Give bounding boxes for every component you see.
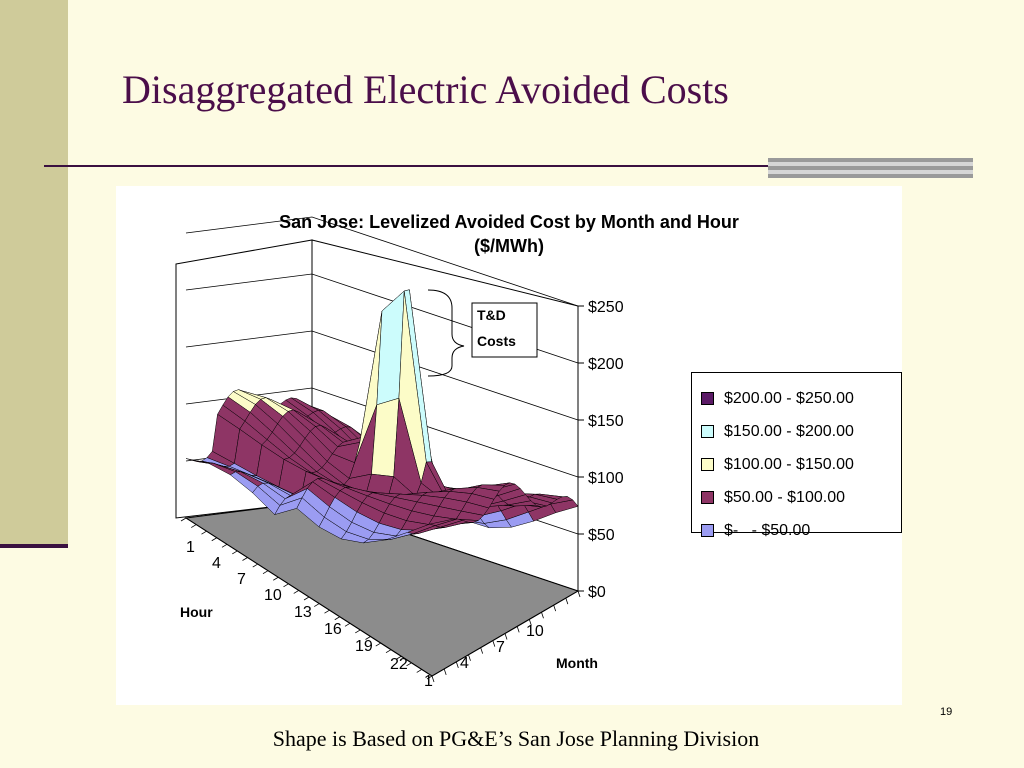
- legend-label: $150.00 - $200.00: [724, 422, 854, 440]
- chart-title-line2: ($/MWh): [474, 236, 544, 256]
- surface-chart: T&D Costs $0$50$100$150$200$250 14710131…: [175, 216, 624, 690]
- month-tick-label: 7: [496, 639, 505, 656]
- legend-item: $100.00 - $150.00: [701, 448, 901, 481]
- legend-swatch: [701, 458, 714, 471]
- legend-swatch: [701, 425, 714, 438]
- hour-tick-label: 10: [264, 587, 282, 604]
- legend-swatch: [701, 392, 714, 405]
- left-decor-bar-edge: [0, 544, 68, 548]
- legend-label: $50.00 - $100.00: [724, 488, 845, 506]
- z-tick-label: $150: [588, 413, 624, 430]
- annotation-label-line1: T&D: [477, 307, 506, 323]
- hour-tick-label: 16: [324, 621, 342, 638]
- hour-axis-ticks: 147 10 13 16 19 22: [180, 517, 433, 680]
- legend-swatch: [701, 491, 714, 504]
- chart-title-line1: San Jose: Levelized Avoided Cost by Mont…: [279, 212, 739, 232]
- legend-swatch: [701, 524, 714, 537]
- chart-title: San Jose: Levelized Avoided Cost by Mont…: [116, 210, 902, 258]
- annotation-label-line2: Costs: [477, 333, 516, 349]
- hour-tick-label: 1: [186, 539, 195, 556]
- z-tick-label: $0: [588, 584, 606, 601]
- month-tick-label: 1: [424, 673, 433, 690]
- month-axis-label: Month: [556, 655, 598, 671]
- left-decor-bar: [0, 0, 68, 548]
- hour-tick-label: 19: [355, 638, 373, 655]
- surface-mesh: [185, 289, 579, 544]
- chart-panel: T&D Costs $0 $50 $100 $150 $200 $250 1 4 7 10 13 1…: [116, 186, 902, 705]
- chart-legend: $200.00 - $250.00 $150.00 - $200.00 $100…: [691, 372, 902, 539]
- z-tick-label: $50: [588, 527, 615, 544]
- legend-item: $50.00 - $100.00: [701, 481, 901, 514]
- z-tick-label: $250: [588, 299, 624, 316]
- legend-label: $100.00 - $150.00: [724, 455, 854, 473]
- month-tick-label: 10: [526, 623, 544, 640]
- slide-footer: Shape is Based on PG&E’s San Jose Planni…: [272, 726, 760, 751]
- hour-tick-label: 22: [390, 656, 408, 673]
- hour-axis-label: Hour: [180, 604, 213, 620]
- legend-item: $- - $50.00: [701, 514, 901, 547]
- legend-item: $200.00 - $250.00: [701, 382, 901, 415]
- annotation-box: [471, 302, 538, 358]
- legend-label: $- - $50.00: [724, 521, 811, 539]
- title-divider-accent: [768, 158, 973, 178]
- annotation-bracket: [427, 289, 465, 377]
- hour-tick-label: 13: [294, 604, 312, 621]
- month-axis-ticks: 1 4 7 10: [424, 590, 581, 690]
- z-tick-label: $200: [588, 356, 624, 373]
- slide-title: Disaggregated Electric Avoided Costs: [122, 67, 729, 112]
- hour-tick-label: 4: [212, 555, 221, 572]
- z-tick-label: $100: [588, 470, 624, 487]
- hour-tick-label: 7: [237, 571, 246, 588]
- surface-cell: [429, 518, 458, 526]
- page-number: 19: [940, 706, 953, 718]
- legend-item: $150.00 - $200.00: [701, 415, 901, 448]
- title-divider: [44, 165, 973, 167]
- z-axis-ticks: $0 $50 $100 $150 $200 $250: [578, 299, 624, 601]
- month-tick-label: 4: [460, 655, 469, 672]
- legend-label: $200.00 - $250.00: [724, 389, 854, 407]
